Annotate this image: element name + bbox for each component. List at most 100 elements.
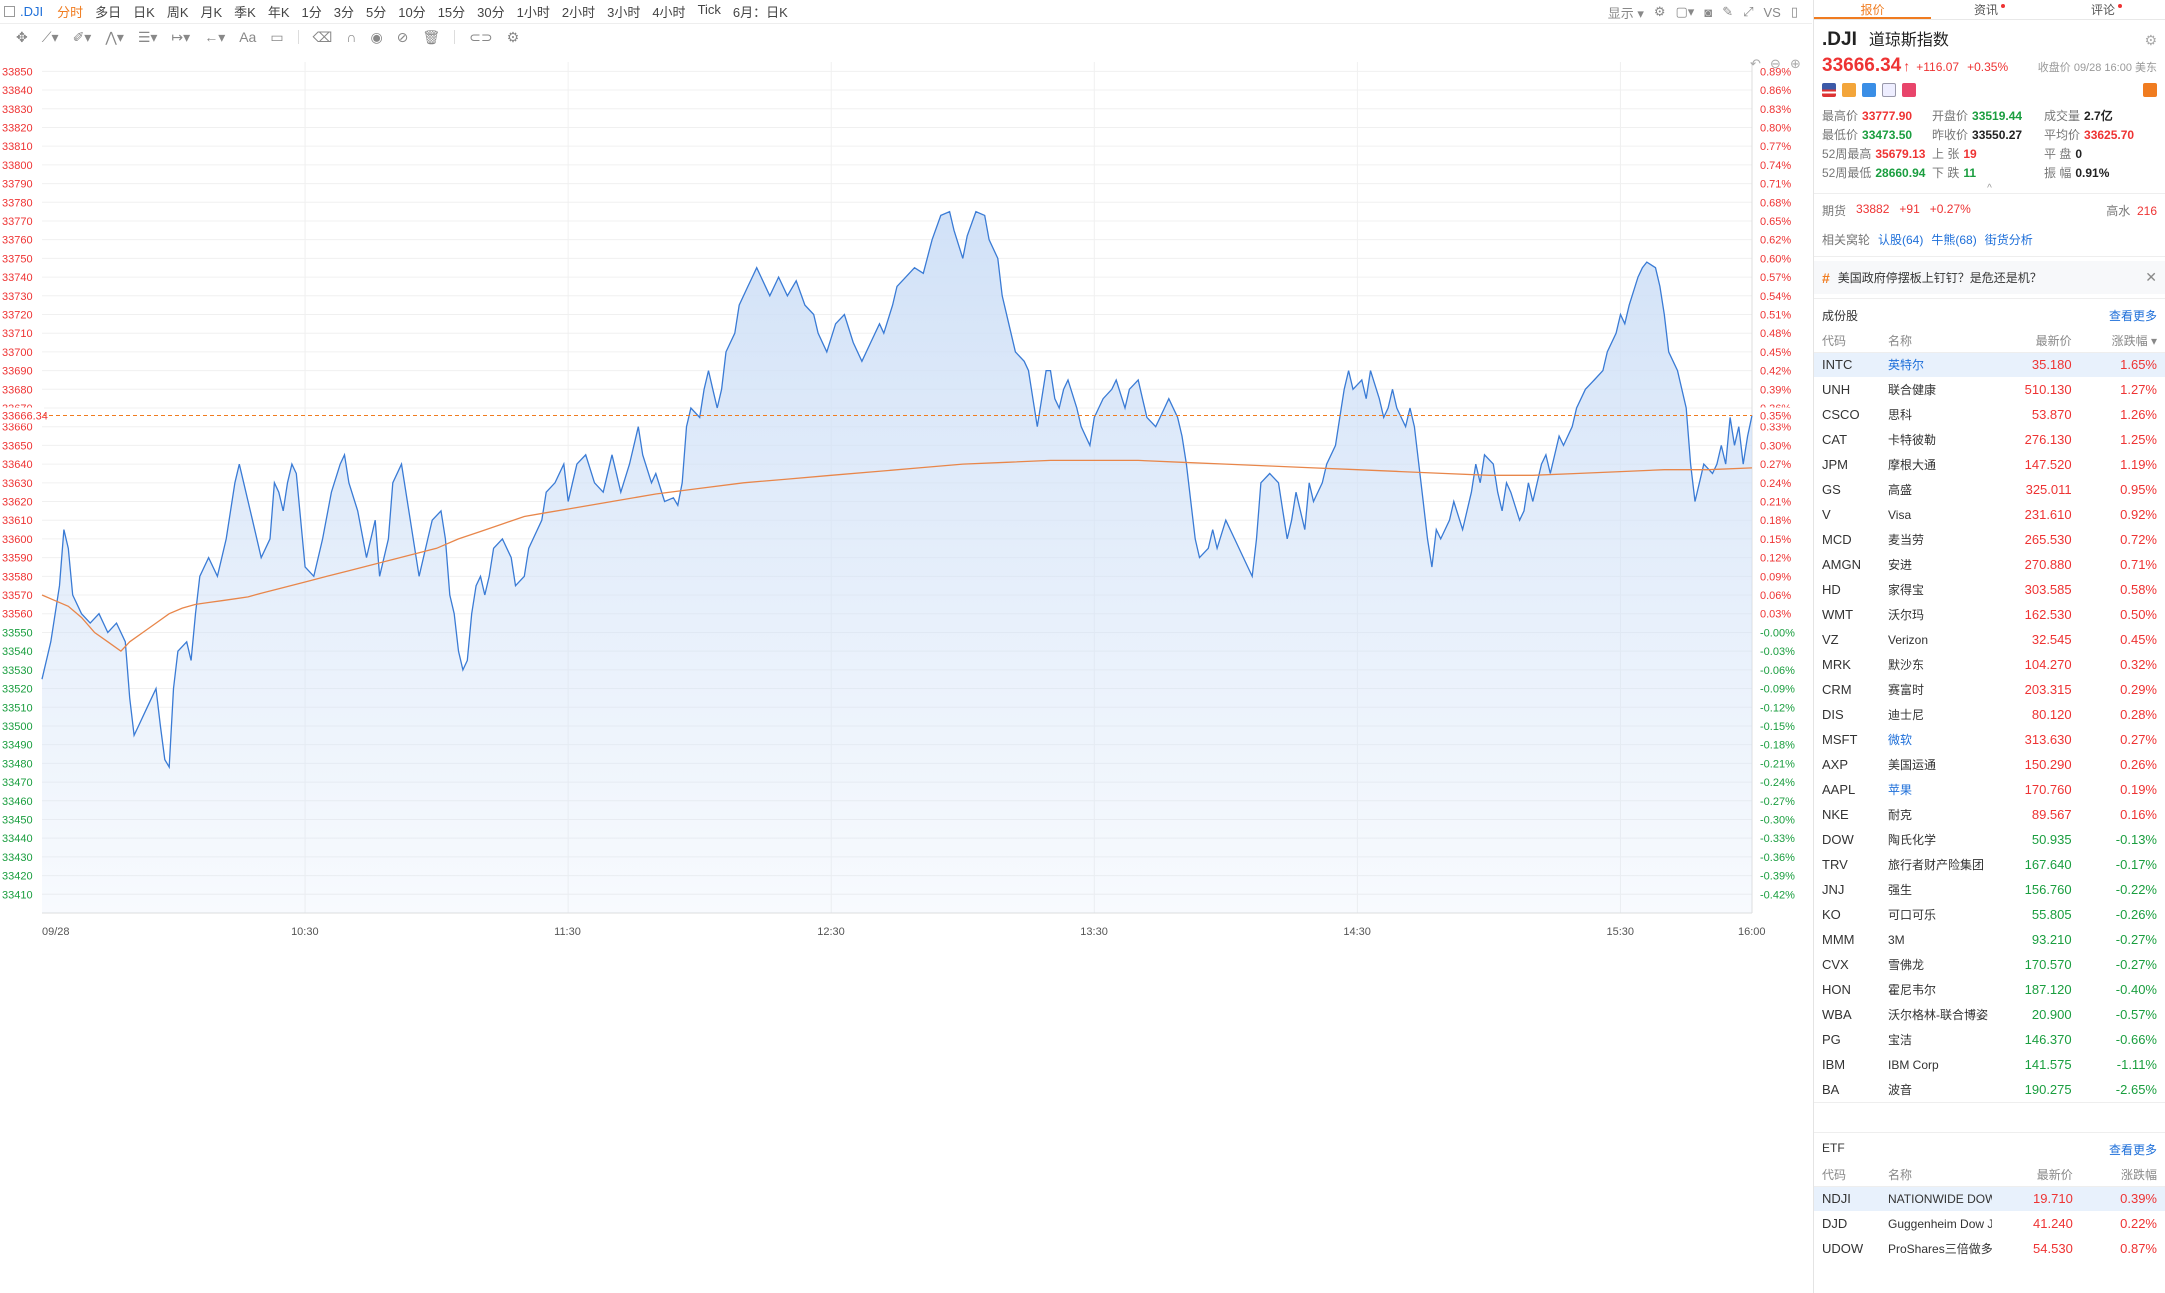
pen-icon[interactable]: ✎ [1722, 4, 1734, 19]
camera-icon[interactable]: ◙ [1704, 4, 1713, 20]
table-row[interactable]: DOW 陶氏化学 50.935 -0.13% [1814, 827, 2165, 852]
move-icon[interactable]: ✥ [16, 28, 28, 45]
period-option[interactable]: 3分 [333, 5, 354, 20]
rating-icon[interactable] [1842, 83, 1856, 97]
note-tool-icon[interactable]: ▭ [270, 28, 284, 45]
table-row[interactable]: CVX 雪佛龙 170.570 -0.27% [1814, 952, 2165, 977]
period-option[interactable]: 3小时 [607, 5, 641, 20]
table-row[interactable]: VZ Verizon 32.545 0.45% [1814, 627, 2165, 652]
table-row[interactable]: UNH 联合健康 510.130 1.27% [1814, 377, 2165, 402]
period-option[interactable]: 1分 [301, 5, 322, 20]
undo-icon[interactable]: ↶ [1750, 56, 1761, 71]
line-tool-icon[interactable]: ⟋▾ [41, 28, 59, 45]
chat-icon[interactable] [1862, 83, 1876, 97]
gear-icon[interactable]: ⚙ [506, 28, 520, 45]
period-option[interactable]: 年K [267, 5, 290, 20]
table-row[interactable]: PG 宝洁 146.370 -0.66% [1814, 1027, 2165, 1052]
table-row[interactable]: MMM 3M 93.210 -0.27% [1814, 927, 2165, 952]
col-code[interactable]: 代码 [1814, 330, 1880, 353]
table-row[interactable]: CAT 卡特彼勒 276.130 1.25% [1814, 427, 2165, 452]
link-icon[interactable]: ⊂⊃ [469, 28, 493, 45]
zoom-in-icon[interactable]: ⊕ [1790, 56, 1801, 71]
table-row[interactable]: UDOW ProShares三倍做多道指 54.530 0.87% [1814, 1236, 2165, 1261]
period-option[interactable]: 6月：日K [732, 5, 788, 20]
table-row[interactable]: GS 高盛 325.011 0.95% [1814, 477, 2165, 502]
table-row[interactable]: NKE 耐克 89.567 0.16% [1814, 802, 2165, 827]
table-row[interactable]: DIS 迪士尼 80.120 0.28% [1814, 702, 2165, 727]
settings-icon[interactable]: ⚙ [1653, 4, 1666, 19]
channel-tool-icon[interactable]: ☰▾ [137, 28, 158, 45]
col-price[interactable]: 最新价 [1992, 330, 2080, 353]
fib-tool-icon[interactable]: ⋀▾ [105, 28, 124, 45]
tab-comments[interactable]: 评论 [2048, 0, 2165, 19]
tab-news[interactable]: 资讯 [1931, 0, 2048, 19]
period-option[interactable]: 日K [133, 5, 155, 20]
news-banner[interactable]: # 美国政府停摆板上钉钉？是危还是机？ ✕ [1814, 261, 2165, 294]
col-change[interactable]: 涨跌幅 ▾ [2079, 330, 2165, 353]
table-row[interactable]: DJD Guggenheim Dow Jones 41.240 0.22% [1814, 1211, 2165, 1236]
heart-icon[interactable] [1902, 83, 1916, 97]
street-analysis-link[interactable]: 街货分析 [1984, 233, 2033, 247]
document-icon[interactable] [1882, 83, 1896, 97]
table-row[interactable]: MCD 麦当劳 265.530 0.72% [1814, 527, 2165, 552]
period-option[interactable]: Tick [697, 2, 721, 17]
vs-button[interactable]: VS [1763, 4, 1781, 20]
table-row[interactable]: AMGN 安进 270.880 0.71% [1814, 552, 2165, 577]
text-tool-icon[interactable]: Aa [239, 29, 257, 45]
panel-toggle-icon[interactable]: ▯ [1790, 4, 1798, 19]
expand-icon[interactable]: ⤢ [1743, 4, 1754, 19]
period-option[interactable]: 1小时 [516, 5, 550, 20]
lock-icon[interactable]: ⊘ [396, 28, 409, 45]
chart-area[interactable]: 33850 0.89% 33840 0.86% 33830 0.83% 33820 0.80%… [0, 52, 1812, 1293]
table-row[interactable]: WBA 沃尔格林-联合博姿 20.900 -0.57% [1814, 1002, 2165, 1027]
table-row[interactable]: CSCO 思科 53.870 1.26% [1814, 402, 2165, 427]
table-row[interactable]: KO 可口可乐 55.805 -0.26% [1814, 902, 2165, 927]
col-price[interactable]: 最新价 [1992, 1164, 2081, 1187]
col-code[interactable]: 代码 [1814, 1164, 1880, 1187]
warrants-link[interactable]: 认股(64) [1878, 233, 1924, 247]
table-row[interactable]: HD 家得宝 303.585 0.58% [1814, 577, 2165, 602]
period-option[interactable]: 5分 [365, 5, 387, 20]
table-row[interactable]: MRK 默沙东 104.270 0.32% [1814, 652, 2165, 677]
layout-icon[interactable]: ▢▾ [1675, 4, 1695, 19]
arrow-tool-icon[interactable]: ←▾ [204, 28, 226, 45]
period-option[interactable]: 月K [200, 5, 223, 20]
period-option[interactable]: 季K [234, 5, 256, 20]
table-row[interactable]: HON 霍尼韦尔 187.120 -0.40% [1814, 977, 2165, 1002]
col-name[interactable]: 名称 [1880, 1164, 1992, 1187]
table-row[interactable]: JNJ 强生 156.760 -0.22% [1814, 877, 2165, 902]
pencil-tool-icon[interactable]: ✐▾ [72, 28, 92, 45]
checkbox-icon[interactable] [4, 6, 15, 17]
zoom-out-icon[interactable]: ⊖ [1770, 56, 1781, 71]
gear-icon[interactable]: ⚙ [2144, 32, 2157, 48]
tab-quote[interactable]: 报价 [1814, 0, 1931, 19]
period-option[interactable]: 10分 [398, 5, 426, 20]
period-option[interactable]: 30分 [477, 5, 505, 20]
eye-icon[interactable]: ◉ [370, 28, 383, 45]
bell-icon[interactable] [2143, 83, 2157, 97]
measure-tool-icon[interactable]: ↦▾ [171, 28, 191, 45]
display-menu[interactable]: 显示 ▾ [1607, 5, 1644, 21]
period-option[interactable]: 2小时 [561, 5, 596, 20]
symbol-label[interactable]: .DJI [20, 4, 44, 19]
cbbc-link[interactable]: 牛熊(68) [1931, 233, 1977, 247]
news-text[interactable]: 美国政府停摆板上钉钉？是危还是机？ [1837, 271, 2042, 285]
intraday-chart[interactable]: 33850 0.89% 33840 0.86% 33830 0.83% 33820 0.80%… [0, 52, 1812, 1293]
trash-icon[interactable]: 🗑 [422, 28, 441, 45]
eraser-icon[interactable]: ⌫ [312, 28, 333, 45]
table-row[interactable]: V Visa 231.610 0.92% [1814, 502, 2165, 527]
table-row[interactable]: TRV 旅行者财产险集团 167.640 -0.17% [1814, 852, 2165, 877]
magnet-icon[interactable]: ∩ [346, 29, 357, 45]
table-row[interactable]: MSFT 微软 313.630 0.27% [1814, 727, 2165, 752]
collapse-caret-icon[interactable]: ^ [1987, 183, 1992, 194]
table-row[interactable]: AXP 美国运通 150.290 0.26% [1814, 752, 2165, 777]
close-icon[interactable]: ✕ [2145, 269, 2157, 285]
table-row[interactable]: JPM 摩根大通 147.520 1.19% [1814, 452, 2165, 477]
table-row[interactable]: WMT 沃尔玛 162.530 0.50% [1814, 602, 2165, 627]
components-more-link[interactable]: 查看更多 [2108, 309, 2157, 323]
period-option[interactable]: 周K [166, 5, 189, 20]
futures-row[interactable]: 期货 33882 +91 +0.27% 高水 216 [1814, 193, 2165, 223]
table-row[interactable]: CRM 赛富时 203.315 0.29% [1814, 677, 2165, 702]
table-row[interactable]: BA 波音 190.275 -2.65% [1814, 1077, 2165, 1102]
